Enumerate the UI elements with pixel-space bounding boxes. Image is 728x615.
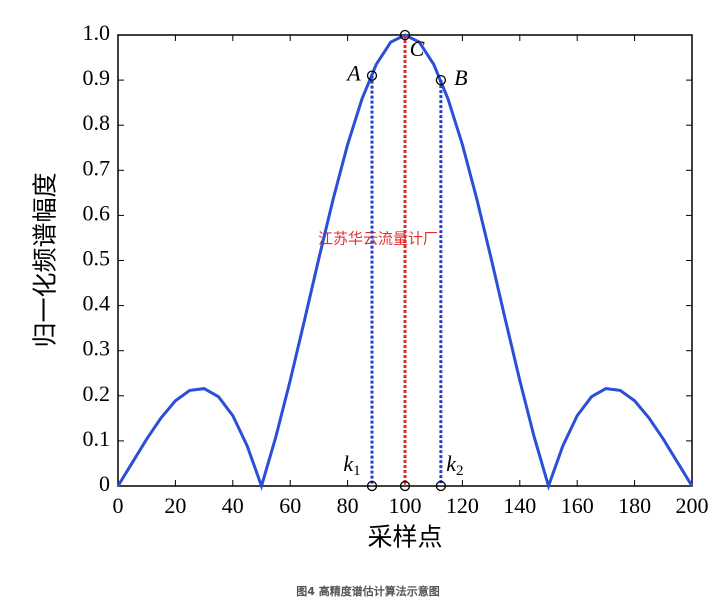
x-tick-label: 60 [279,493,301,518]
watermark: 江苏华云流量计厂 [318,230,438,247]
axis-marker [366,480,378,492]
x-tick-label: 100 [389,493,422,518]
x-tick-label: 80 [337,493,359,518]
k-label-sub: 1 [353,463,361,479]
point-label: A [345,61,361,86]
x-tick-label: 40 [222,493,244,518]
y-tick-label: 0.9 [83,65,111,90]
x-tick-label: 140 [503,493,536,518]
x-tick-label: 20 [164,493,186,518]
y-tick-label: 1.0 [83,20,111,45]
point-label: C [410,36,425,61]
k-label-sub: 2 [456,463,464,479]
axis-marker [435,480,447,492]
y-tick-label: 0.3 [83,336,111,361]
y-tick-label: 0.5 [83,246,111,271]
y-tick-label: 0 [99,471,110,496]
y-tick-label: 0.7 [83,155,111,180]
k-label: k2 [446,451,463,479]
x-tick-label: 160 [561,493,594,518]
caption: 图4 高精度谱估计算法示意图 [296,584,439,598]
y-tick-label: 0.8 [83,110,111,135]
x-tick-label: 120 [446,493,479,518]
axis-marker [399,480,411,492]
y-tick-label: 0.6 [83,200,111,225]
k-label-base: k [343,451,354,476]
point-marker [399,29,411,41]
x-axis-label: 采样点 [367,524,442,552]
point-marker [435,74,447,86]
y-tick-label: 0.4 [83,291,111,316]
x-tick-label: 0 [113,493,124,518]
point-label: B [454,65,467,90]
x-tick-label: 180 [618,493,651,518]
x-tick-label: 200 [676,493,709,518]
y-tick-label: 0.1 [83,426,111,451]
k-label: k1 [343,451,360,479]
k-label-base: k [446,451,457,476]
point-marker [366,70,378,81]
y-axis-label: 归一化频谱幅度 [32,172,60,347]
y-tick-label: 0.2 [83,381,111,406]
